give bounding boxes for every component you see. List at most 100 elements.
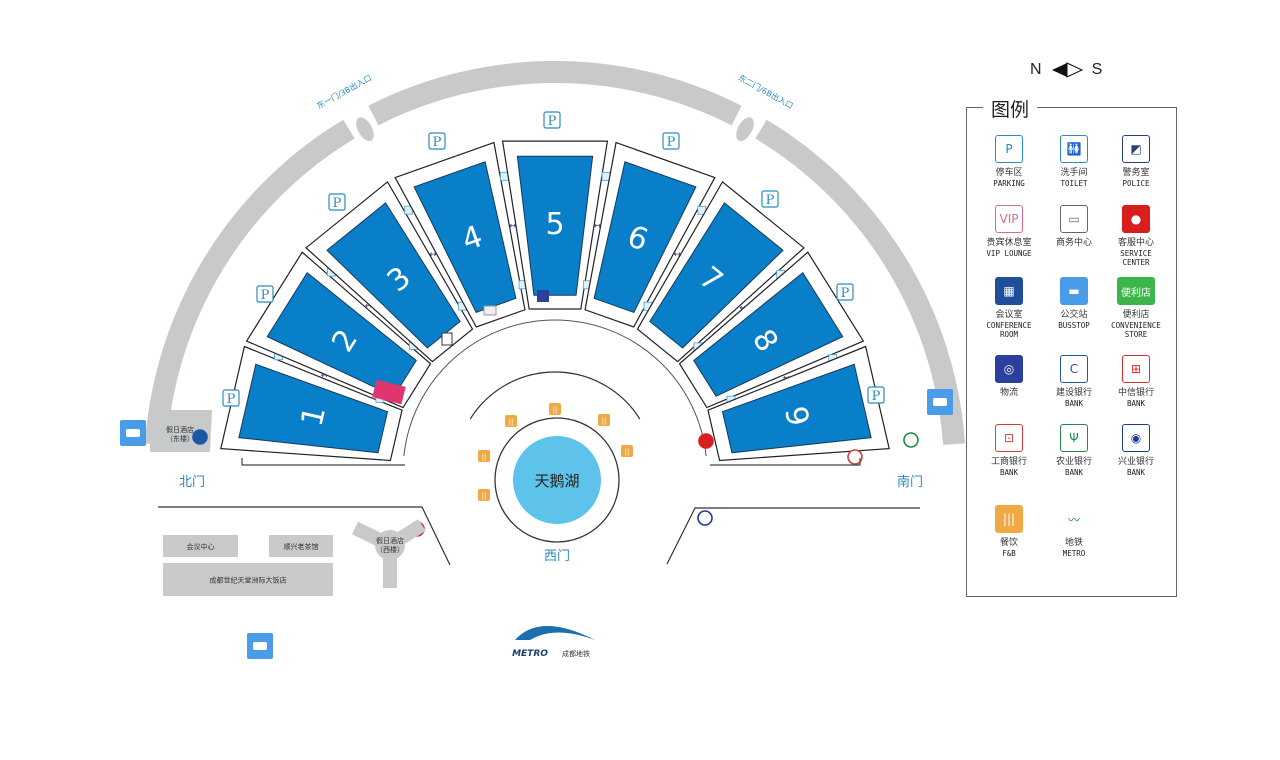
parking-icon <box>428 132 446 150</box>
printer-icon: ▭ <box>1060 205 1088 233</box>
lake-label: 天鹅湖 <box>534 472 579 490</box>
hall-3 <box>326 202 461 349</box>
compass-north-label: N <box>1030 61 1042 78</box>
legend-item-zh: 便利店 <box>1122 310 1150 320</box>
gate-east1-label: 东一门/3B出入口 <box>315 72 373 110</box>
conference-room-icon: ▦ <box>995 277 1023 305</box>
police-icon: ◩ <box>1122 135 1150 163</box>
legend-item-en: BANK <box>999 468 1019 477</box>
compass-arrow-icon <box>1051 62 1083 78</box>
legend-item-en: SERVICE CENTER <box>1120 249 1152 267</box>
legend-item: Ψ 农业银行 BANK <box>1039 424 1109 477</box>
toilet-icon: 🚻 <box>1060 135 1088 163</box>
parking-icon <box>328 193 346 211</box>
legend-item-zh: 物流 <box>999 388 1018 398</box>
parking-glyph: P <box>433 135 442 150</box>
intercontinental-hotel-building <box>163 563 333 596</box>
fork-knife-glyph: || <box>482 492 487 500</box>
legend-item-en: BANK <box>1064 468 1084 477</box>
legend-item-en: CONFERENCE ROOM <box>986 321 1032 339</box>
legend-item-zh: 警务室 <box>1122 168 1150 178</box>
hall-1 <box>238 363 389 454</box>
legend-item-zh: 客服中心 <box>1117 238 1154 248</box>
legend-item: ⊡ 工商银行 BANK <box>974 424 1044 477</box>
parking-glyph: P <box>261 288 270 303</box>
conference-center-building-label: 会议中心 <box>187 542 215 551</box>
legend-item-en: BUSSTOP <box>1058 321 1090 330</box>
legend-item: ◎ 物流 <box>974 355 1044 399</box>
fork-knife-glyph: || <box>509 418 514 426</box>
food-icon <box>505 415 517 427</box>
parking-icon <box>543 111 561 129</box>
food-icon <box>598 414 610 426</box>
parking-icon <box>662 132 680 150</box>
legend-item-zh: 中信银行 <box>1117 388 1154 398</box>
legend-item: ▭ 商务中心 <box>1039 205 1109 249</box>
perimeter-road <box>368 61 742 126</box>
bus-glyph <box>126 429 140 437</box>
north-boundary-line <box>241 458 405 466</box>
metro-logo-zh: 成都地铁 <box>562 649 590 658</box>
legend-item: P 停车区 PARKING <box>974 135 1044 188</box>
legend-item: C 建设银行 BANK <box>1039 355 1109 408</box>
cib-bank-icon <box>697 510 713 526</box>
legend-item-zh: 会议室 <box>995 310 1023 320</box>
hall-2 <box>266 271 417 397</box>
parking-icon <box>256 285 274 303</box>
service-center-icon: ● <box>1122 205 1150 233</box>
legend-item: ⊞ 中信银行 BANK <box>1101 355 1171 408</box>
legend-item-en: METRO <box>1062 549 1086 558</box>
legend-item: ◩ 警务室 POLICE <box>1101 135 1171 188</box>
conference-center-building <box>163 535 238 557</box>
teahouse-building <box>269 535 333 557</box>
lake <box>513 436 601 524</box>
legend-item: 便利店 便利店 CONVENIENCE STORE <box>1101 277 1171 339</box>
legend-item-en: VIP LOUNGE <box>986 249 1032 258</box>
abc-bank-icon: Ψ <box>1060 424 1088 452</box>
parking-glyph: P <box>227 392 236 407</box>
legend-item-en: TOILET <box>1060 179 1088 188</box>
bus-glyph <box>253 642 267 650</box>
legend-item-en: BANK <box>1064 399 1084 408</box>
legend-item-zh: 餐饮 <box>999 538 1018 548</box>
parking-glyph: P <box>841 286 850 301</box>
gate-west-label: 西门 <box>544 549 570 564</box>
passage-arrow-icon: ↔ <box>674 250 682 260</box>
fork-knife-glyph: || <box>602 417 607 425</box>
south-boundary-line <box>710 458 861 466</box>
legend-item-en: BANK <box>1126 468 1146 477</box>
parking-glyph: P <box>766 193 775 208</box>
vip-lounge-area <box>372 379 406 405</box>
holiday-hotel-west-core <box>375 530 405 560</box>
hall-9 <box>721 363 872 454</box>
service-center-icon <box>698 433 714 449</box>
building-holiday_east-label: （东楼） <box>166 434 194 443</box>
legend-item-zh: 停车区 <box>995 168 1023 178</box>
parking-icon <box>836 283 854 301</box>
parking-icon: P <box>995 135 1023 163</box>
legend-item: 🚻 洗手间 TOILET <box>1039 135 1109 188</box>
convenience-badge-text: 便利店 <box>1121 287 1151 299</box>
legend-item-zh: 地铁 <box>1064 538 1083 548</box>
hall-6 <box>593 161 697 314</box>
legend-item: ● 客服中心 SERVICE CENTER <box>1101 205 1171 267</box>
compass: N S <box>1030 58 1120 82</box>
hall-5-number: 5 <box>545 207 564 242</box>
gate-east1-marker <box>356 117 374 142</box>
legend-item-zh: 商务中心 <box>1055 238 1092 248</box>
legend-item: 〰地铁 METRO <box>1039 505 1109 558</box>
passage-arrow-icon: ↔ <box>429 250 437 260</box>
gate-south-label: 南门 <box>897 474 923 490</box>
south-road-line <box>666 507 920 565</box>
perimeter-road <box>145 119 355 445</box>
legend-item: ▬ 公交站 BUSSTOP <box>1039 277 1109 330</box>
bus-icon: ▬ <box>1060 277 1088 305</box>
parking-glyph: P <box>548 114 557 129</box>
food-icon <box>549 403 561 415</box>
legend-item-zh: 工商银行 <box>990 457 1027 467</box>
legend-item: VIP 贵宾休息室 VIP LOUNGE <box>974 205 1044 258</box>
logistics-icon <box>537 290 549 302</box>
gate-east2-label: 东二门/6B出入口 <box>737 72 795 110</box>
lake-outer-arc <box>469 371 641 420</box>
passage-arrow-icon: ↔ <box>594 222 602 232</box>
